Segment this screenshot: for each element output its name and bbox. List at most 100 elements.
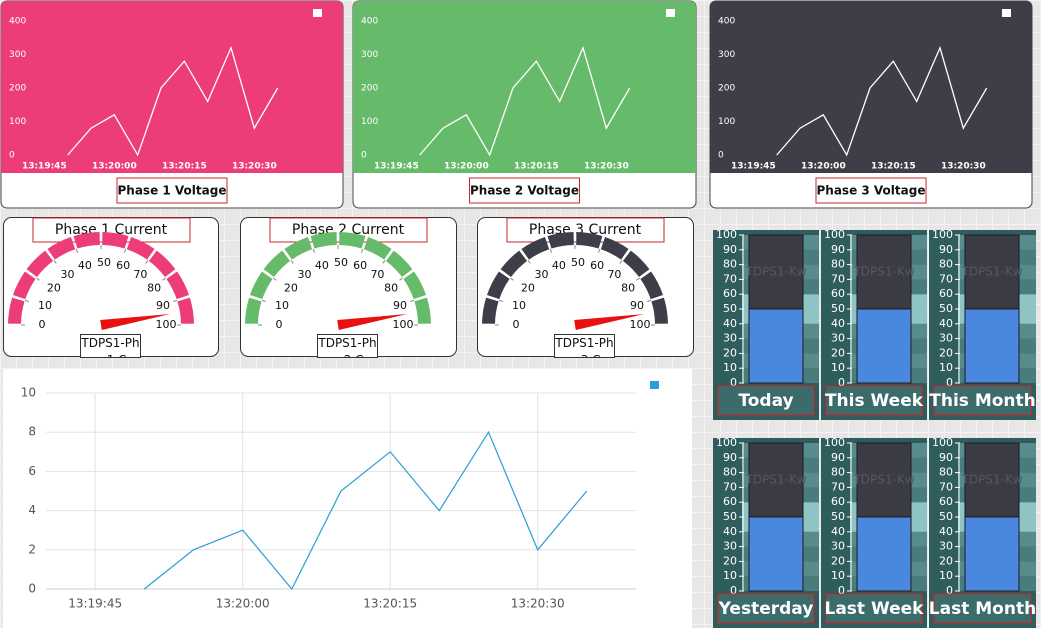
gauge-tick-label: 60	[116, 259, 130, 272]
y-tick-label: 50	[723, 302, 737, 315]
bar-category: TDPS1-Kw	[960, 473, 1022, 487]
y-tick-label: 40	[723, 317, 737, 330]
x-tick-label: 13:19:45	[22, 162, 67, 172]
gauge-tick	[261, 299, 266, 302]
gauge-tick-label: 10	[512, 299, 526, 312]
legend-swatch	[650, 381, 659, 389]
title-box	[825, 593, 923, 624]
y-tick-label: 30	[831, 540, 845, 553]
gauge-segment	[576, 232, 603, 249]
gauge-tick-label: 0	[513, 318, 520, 331]
y-tick-label: 8	[28, 425, 36, 439]
y-tick-label: 30	[939, 332, 953, 345]
title-box	[933, 593, 1032, 624]
gauge-segment	[486, 271, 510, 300]
y-tick-label: 80	[723, 258, 737, 271]
y-tick-label: 30	[939, 540, 953, 553]
bar-category: TDPS1-Kw	[744, 265, 806, 279]
y-tick-label: 30	[723, 332, 737, 345]
card-plot-bg	[710, 151, 1032, 173]
gauge-tick	[361, 248, 364, 253]
series-line	[143, 430, 588, 591]
gauge-segment	[26, 250, 54, 278]
gauge-tick-label: 50	[97, 256, 111, 269]
y-tick-label: 60	[831, 495, 845, 508]
y-tick-label: 100	[932, 436, 953, 449]
y-tick-label: 90	[723, 451, 737, 464]
gauge-tick	[290, 259, 294, 264]
y-tick-label: 0	[946, 376, 953, 389]
bar-category: TDPS1-Kw	[852, 473, 914, 487]
gauge-tick-label: 30	[298, 268, 312, 281]
bar	[964, 516, 1020, 592]
chart-title: Phase 3 Voltage	[817, 184, 926, 198]
bar	[748, 308, 804, 384]
y-tick-label: 40	[831, 317, 845, 330]
title-box	[717, 385, 815, 416]
y-tick-label: 0	[9, 151, 15, 161]
y-tick-label: 4	[28, 503, 36, 517]
y-tick-label: 0	[946, 584, 953, 597]
series-line	[776, 45, 988, 157]
gauge-segment	[622, 250, 650, 278]
gauge-segment	[102, 232, 129, 249]
gauge-tick-label: 80	[384, 282, 398, 295]
gauge-segment	[177, 297, 194, 324]
y-tick-label: 400	[718, 17, 735, 27]
gauge-segment	[284, 236, 313, 260]
gauge-tick-label: 40	[78, 259, 92, 272]
panel-title: Last Week	[825, 599, 925, 619]
y-tick-label: 80	[831, 258, 845, 271]
gauge-tick	[145, 259, 149, 264]
gauge-tick-label: 50	[334, 256, 348, 269]
gauge-segment	[363, 236, 392, 260]
gauge-segment	[249, 271, 273, 300]
y-tick-label: 20	[723, 554, 737, 567]
gauge-tick	[53, 259, 57, 264]
y-tick-label: 20	[831, 346, 845, 359]
gauge-tick-label: 100	[156, 318, 177, 331]
y-tick-label: 200	[9, 84, 26, 94]
gauge-needle	[337, 314, 408, 330]
y-tick-label: 80	[939, 466, 953, 479]
title-box	[717, 593, 815, 624]
title-box	[815, 177, 927, 204]
y-tick-label: 60	[723, 495, 737, 508]
y-tick-label: 90	[831, 243, 845, 256]
y-tick-label: 10	[723, 569, 737, 582]
x-tick-label: 13:20:30	[941, 162, 986, 172]
y-tick-label: 10	[21, 386, 36, 400]
gauge-tick-label: 70	[607, 268, 621, 281]
y-tick-label: 70	[939, 272, 953, 285]
x-tick-label: 13:20:00	[92, 162, 137, 172]
y-tick-label: 90	[939, 451, 953, 464]
gauge-tick-label: 20	[521, 282, 535, 295]
gauge-tick-label: 70	[370, 268, 384, 281]
y-tick-label: 50	[831, 302, 845, 315]
y-tick-label: 100	[361, 117, 378, 127]
x-tick-label: 13:20:30	[232, 162, 277, 172]
gauge-tick	[173, 299, 178, 302]
gauge-segment	[47, 236, 76, 260]
y-tick-label: 100	[716, 436, 737, 449]
gauge-tick-label: 90	[630, 299, 644, 312]
gauge-tick	[312, 248, 315, 253]
y-tick-label: 300	[718, 50, 735, 60]
y-tick-label: 80	[723, 466, 737, 479]
bar	[856, 308, 912, 384]
gauge-needle	[100, 314, 171, 330]
y-tick-label: 400	[9, 17, 26, 27]
card	[3, 369, 692, 628]
y-tick-label: 0	[718, 151, 724, 161]
gauge-tick	[124, 248, 127, 253]
panel-title: Today	[738, 391, 793, 411]
gauge-needle	[574, 314, 645, 330]
gauge-tick-label: 10	[275, 299, 289, 312]
y-tick-label: 10	[831, 361, 845, 374]
gauge-tick	[527, 259, 531, 264]
y-tick-label: 10	[939, 569, 953, 582]
y-tick-label: 0	[361, 151, 367, 161]
title-box	[469, 177, 580, 204]
gauge-tick-label: 40	[552, 259, 566, 272]
